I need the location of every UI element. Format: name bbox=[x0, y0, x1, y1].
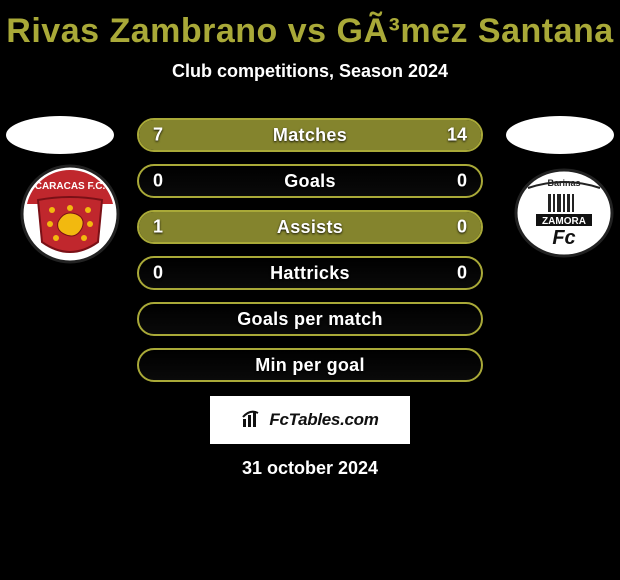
stat-value-right: 0 bbox=[457, 263, 467, 284]
stat-value-left: 0 bbox=[153, 263, 163, 284]
stats-section: CARACAS F.C. Barinas bbox=[0, 118, 620, 382]
stat-label: Min per goal bbox=[255, 355, 365, 376]
stats-column: 7 14 Matches 0 0 Goals 1 0 Assists 0 0 Hattricks Goa… bbox=[137, 118, 483, 382]
brand-badge: FcTables.com bbox=[210, 396, 410, 444]
stat-label: Matches bbox=[273, 125, 347, 146]
stat-row: Min per goal bbox=[137, 348, 483, 382]
club-crest-right: Barinas ZAMORA Fc bbox=[514, 168, 614, 258]
svg-text:CARACAS F.C.: CARACAS F.C. bbox=[35, 181, 106, 192]
player-ellipse-left bbox=[6, 116, 114, 154]
stat-label: Goals bbox=[284, 171, 336, 192]
stat-label: Assists bbox=[277, 217, 343, 238]
stat-row: 0 0 Goals bbox=[137, 164, 483, 198]
page-subtitle: Club competitions, Season 2024 bbox=[172, 61, 448, 82]
svg-text:Fc: Fc bbox=[552, 227, 575, 249]
stat-row: 7 14 Matches bbox=[137, 118, 483, 152]
stat-value-right: 0 bbox=[457, 217, 467, 238]
stat-value-left: 1 bbox=[153, 217, 163, 238]
stat-value-right: 14 bbox=[447, 125, 467, 146]
stat-row: Goals per match bbox=[137, 302, 483, 336]
chart-icon bbox=[241, 407, 263, 434]
stat-row: 1 0 Assists bbox=[137, 210, 483, 244]
brand-text: FcTables.com bbox=[269, 410, 378, 430]
infographic-root: Rivas Zambrano vs GÃ³mez Santana Club co… bbox=[0, 0, 620, 479]
svg-text:Barinas: Barinas bbox=[547, 178, 580, 188]
stat-value-right: 0 bbox=[457, 171, 467, 192]
date-line: 31 october 2024 bbox=[242, 458, 378, 479]
svg-text:ZAMORA: ZAMORA bbox=[542, 216, 586, 227]
stat-label: Hattricks bbox=[270, 263, 350, 284]
player-ellipse-right bbox=[506, 116, 614, 154]
page-title: Rivas Zambrano vs GÃ³mez Santana bbox=[6, 12, 613, 51]
club-crest-left: CARACAS F.C. bbox=[20, 164, 120, 264]
stat-value-left: 7 bbox=[153, 125, 163, 146]
stat-value-left: 0 bbox=[153, 171, 163, 192]
stat-row: 0 0 Hattricks bbox=[137, 256, 483, 290]
stat-label: Goals per match bbox=[237, 309, 383, 330]
